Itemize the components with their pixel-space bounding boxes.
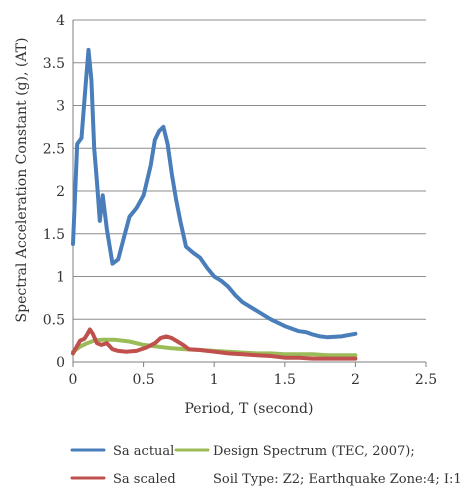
y-tick-label: 1.5 [43, 227, 65, 243]
y-tick-label: 3.5 [43, 56, 65, 72]
x-tick-label: 0 [69, 372, 78, 388]
x-tick-label: 2 [351, 372, 360, 388]
legend-label-sa-actual: Sa actual [113, 444, 174, 459]
data-series [71, 47, 358, 361]
tick-labels: 0 0.5 1 1.5 2 2.5 3 3.5 4 0 0.5 1 1.5 2 2.5 [43, 13, 437, 388]
y-tick-label: 2.5 [43, 141, 65, 157]
x-tick-label: 2.5 [415, 372, 437, 388]
gridlines [73, 19, 426, 320]
x-tick-label: 1 [210, 372, 219, 388]
legend-label-design-spectrum: Design Spectrum (TEC, 2007); [213, 444, 415, 459]
y-tick-label: 3 [56, 99, 65, 115]
legend: Sa actual Design Spectrum (TEC, 2007); S… [70, 444, 462, 487]
y-tick-label: 0.5 [43, 312, 65, 328]
x-tick-label: 0.5 [132, 372, 154, 388]
y-tick-label: 4 [56, 13, 65, 29]
axes [72, 20, 427, 367]
y-tick-label: 2 [56, 184, 65, 200]
legend-label-sa-scaled: Sa scaled [113, 472, 176, 487]
x-axis-label: Period, T (second) [185, 401, 314, 417]
sa-actual-line [71, 47, 358, 340]
y-axis-label: Spectral Acceleration Constant (g), (AT) [14, 38, 30, 323]
y-tick-label: 1 [56, 270, 65, 286]
legend-note-soil-type: Soil Type: Z2; Earthquake Zone:4; I:1 [213, 472, 462, 487]
y-tick-label: 0 [56, 355, 65, 371]
x-tick-label: 1.5 [274, 372, 296, 388]
sa-scaled-line [71, 327, 358, 361]
